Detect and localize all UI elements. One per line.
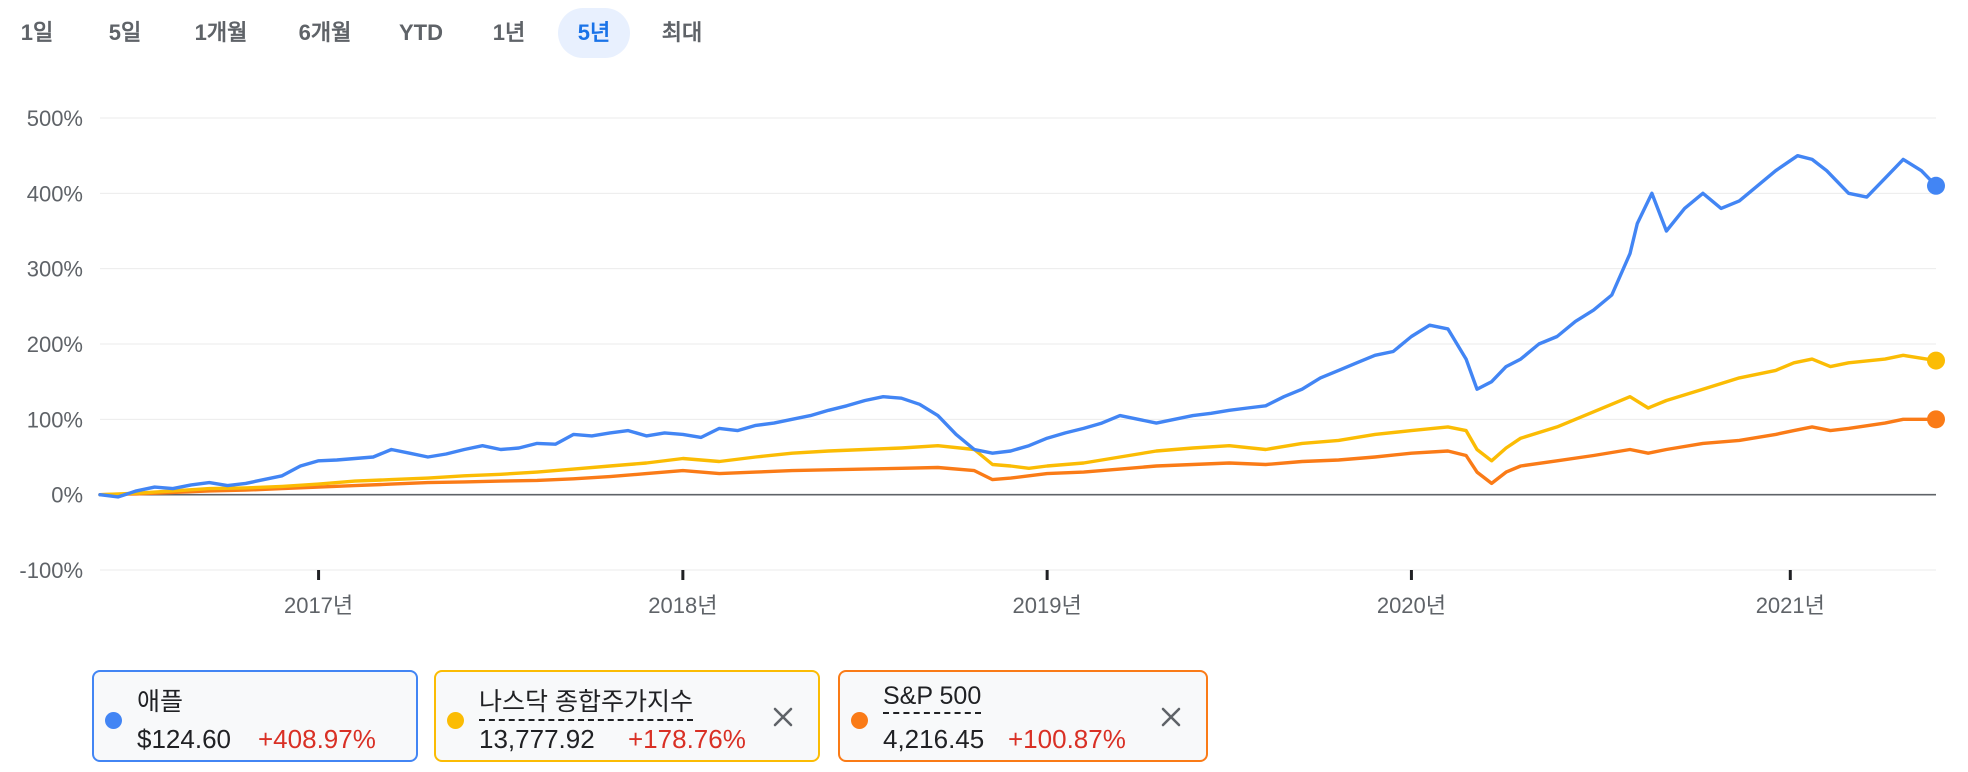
series-line-sp500 bbox=[98, 417, 1938, 497]
tab-1y[interactable]: 1년 bbox=[492, 20, 526, 45]
legend-card-sp500[interactable]: S&P 500 4,216.45 +100.87% bbox=[838, 670, 1208, 762]
y-tick-label: 100% bbox=[27, 407, 83, 432]
series-price: 4,216.45 bbox=[883, 724, 985, 754]
y-tick-label: 500% bbox=[27, 106, 83, 131]
tab-1d[interactable]: 1일 bbox=[20, 20, 54, 45]
x-tick-label: 2017년 bbox=[284, 593, 353, 618]
remove-series-close-icon[interactable] bbox=[1156, 702, 1186, 732]
series-line-apple bbox=[98, 154, 1938, 499]
legend-card-nasdaq[interactable]: 나스닥 종합주가지수 13,777.92 +178.76% bbox=[434, 670, 820, 762]
y-axis-ticks: 500% 400% 300% 200% 100% 0% -100% bbox=[19, 106, 83, 583]
series-color-dot bbox=[447, 712, 464, 729]
series-end-points bbox=[1927, 176, 1945, 429]
tab-ytd[interactable]: YTD bbox=[399, 20, 443, 45]
y-tick-label: -100% bbox=[19, 558, 83, 583]
x-axis-ticks: 2017년 2018년 2019년 2020년 2021년 bbox=[284, 570, 1825, 618]
grid-lines bbox=[100, 117, 1936, 571]
tab-5d[interactable]: 5일 bbox=[108, 20, 142, 45]
x-tick-label: 2018년 bbox=[648, 593, 717, 618]
series-price: $124.60 bbox=[137, 724, 231, 754]
y-tick-label: 0% bbox=[51, 483, 83, 508]
series-change: +100.87% bbox=[1008, 724, 1126, 754]
series-change: +178.76% bbox=[628, 724, 746, 754]
y-tick-label: 400% bbox=[27, 181, 83, 206]
x-tick-label: 2021년 bbox=[1756, 593, 1825, 618]
tab-5y[interactable]: 5년 bbox=[558, 8, 630, 58]
performance-chart: 500%400%300%200%100%0%-100% 2017년 2018년 20… bbox=[19, 106, 1945, 618]
tab-1m[interactable]: 1개월 bbox=[194, 20, 248, 45]
legend-card-apple[interactable]: 애플 $124.60 +408.97% bbox=[92, 670, 418, 762]
series-color-dot bbox=[851, 712, 868, 729]
series-lines bbox=[98, 154, 1938, 499]
series-name[interactable]: S&P 500 bbox=[883, 682, 982, 714]
series-color-dot bbox=[105, 712, 122, 729]
series-line-nasdaq bbox=[98, 353, 1938, 497]
series-name[interactable]: 나스닥 종합주가지수 bbox=[479, 682, 693, 721]
remove-series-close-icon[interactable] bbox=[768, 702, 798, 732]
y-tick-label: 300% bbox=[27, 257, 83, 282]
tab-max[interactable]: 최대 bbox=[661, 20, 703, 45]
tab-6m[interactable]: 6개월 bbox=[298, 20, 352, 45]
y-tick-label: 200% bbox=[27, 332, 83, 357]
series-end-point-apple bbox=[1927, 176, 1945, 195]
series-change: +408.97% bbox=[258, 724, 376, 754]
series-price: 13,777.92 bbox=[479, 724, 595, 754]
x-tick-label: 2019년 bbox=[1013, 593, 1082, 618]
series-end-point-nasdaq bbox=[1927, 351, 1945, 370]
series-name[interactable]: 애플 bbox=[137, 688, 184, 716]
x-tick-label: 2020년 bbox=[1377, 593, 1446, 618]
series-end-point-sp500 bbox=[1927, 410, 1945, 429]
